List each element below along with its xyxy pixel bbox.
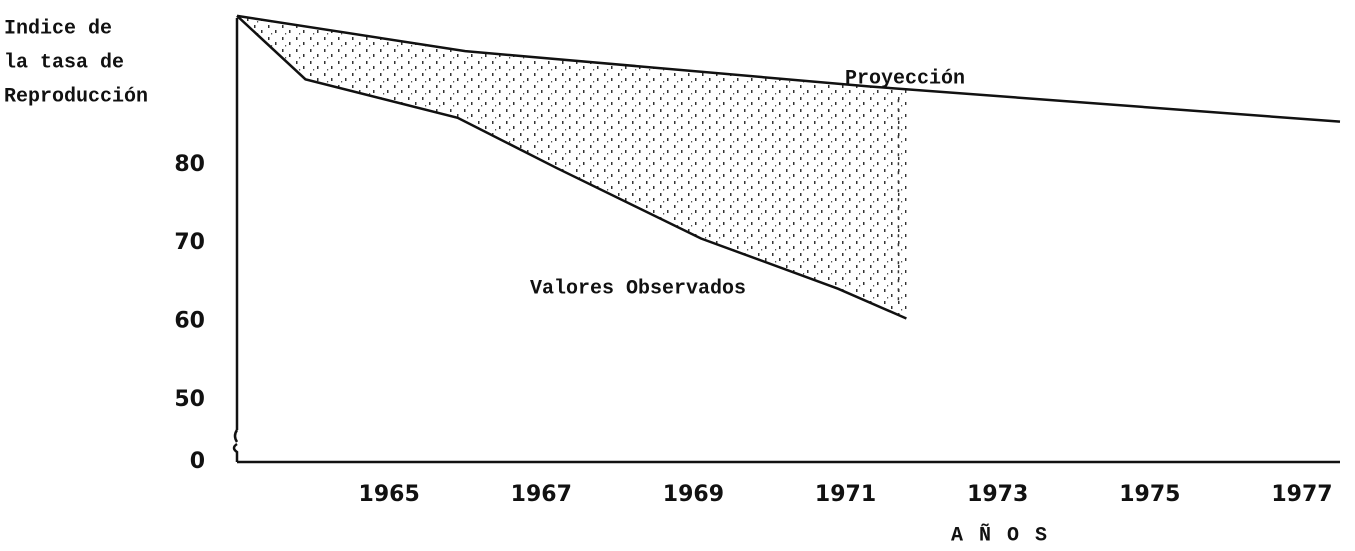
y-axis-label-line: Indice de <box>4 17 112 40</box>
x-axis-label: A Ñ O S <box>951 523 1049 547</box>
x-tick-label: 1975 <box>1119 482 1180 507</box>
x-tick-label: 1969 <box>663 482 724 507</box>
series-label: Valores Observados <box>530 277 746 300</box>
series-line <box>236 14 907 320</box>
y-axis-label-line: Reproducción <box>4 85 148 108</box>
x-tick-label: 1971 <box>815 482 876 507</box>
y-tick-label: 50 <box>174 387 205 412</box>
y-tick-label: 80 <box>174 152 205 177</box>
y-tick-label: 60 <box>174 309 205 334</box>
axis-break <box>232 429 239 462</box>
y-axis-label: Indice de la tasa de Reproducción <box>4 17 148 108</box>
x-tick-label: 1977 <box>1271 482 1332 507</box>
y-tick-label: 70 <box>174 230 205 255</box>
series-line <box>236 14 1341 123</box>
x-tick-label: 1973 <box>967 482 1028 507</box>
series-label: Proyección <box>845 67 965 90</box>
x-tick-label: 1965 <box>359 482 420 507</box>
y-axis-label-line: la tasa de <box>4 51 124 74</box>
shaded-area <box>237 15 907 319</box>
y-tick-label: 0 <box>190 449 205 474</box>
x-tick-label: 1967 <box>511 482 572 507</box>
